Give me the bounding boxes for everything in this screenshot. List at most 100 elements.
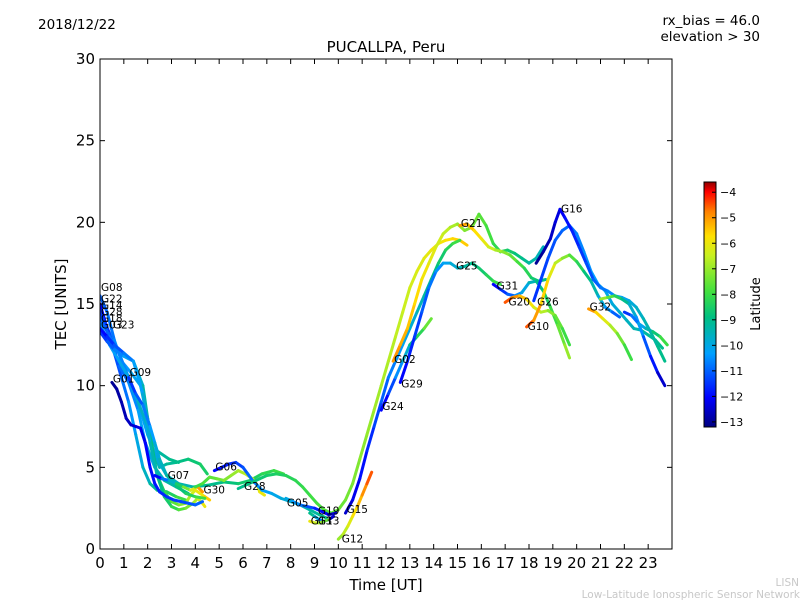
satellite-label: G13 bbox=[318, 516, 340, 528]
trace-segment bbox=[112, 348, 126, 358]
colorbar-tick-label: −6 bbox=[720, 237, 736, 250]
x-tick-label: 5 bbox=[214, 554, 224, 572]
x-tick-label: 22 bbox=[615, 554, 634, 572]
trace-segment bbox=[405, 302, 417, 330]
trace-g32 bbox=[587, 307, 633, 362]
trace-g13 bbox=[308, 518, 331, 525]
trace-g09 bbox=[127, 376, 207, 500]
x-tick-label: 2 bbox=[143, 554, 153, 572]
satellite-label: G24 bbox=[382, 401, 404, 413]
y-tick-label: 5 bbox=[85, 458, 95, 476]
colorbar-tick-label: −5 bbox=[720, 212, 736, 225]
trace-segment bbox=[174, 495, 188, 502]
trace-segment bbox=[520, 281, 531, 295]
satellite-traces bbox=[100, 207, 669, 541]
trace-segment bbox=[534, 245, 545, 260]
trace-g05 bbox=[284, 496, 338, 517]
trace-segment bbox=[618, 310, 629, 322]
trace-segment bbox=[112, 343, 126, 355]
x-axis: 0 1 2 3 4 5 6 7 8 9 10 11 12 13 14 15 16 17 18 19 20 21 22 23 bbox=[95, 59, 658, 572]
trace-segment bbox=[127, 376, 138, 396]
trace-segment bbox=[420, 286, 431, 314]
trace-g24 bbox=[379, 317, 433, 412]
trace-segment bbox=[539, 278, 550, 306]
trace-segment bbox=[658, 335, 669, 347]
trace-segment bbox=[641, 335, 653, 358]
y-axis: 0 5 10 15 20 25 30 bbox=[76, 50, 672, 558]
trace-segment bbox=[162, 495, 173, 509]
trace-segment bbox=[358, 449, 369, 481]
trace-segment bbox=[553, 207, 562, 224]
trace-segment bbox=[162, 478, 178, 489]
colorbar-tick-label: −13 bbox=[720, 416, 743, 429]
trace-segment bbox=[622, 343, 633, 362]
trace-segment bbox=[465, 222, 476, 232]
trace-segment bbox=[568, 253, 579, 264]
trace-segment bbox=[365, 408, 376, 437]
x-tick-label: 8 bbox=[286, 554, 296, 572]
trace-segment bbox=[260, 469, 276, 476]
trace-segment bbox=[570, 229, 581, 249]
trace-segment bbox=[148, 425, 157, 445]
trace-segment bbox=[553, 229, 564, 242]
x-axis-label: Time [UT] bbox=[348, 576, 422, 594]
trace-segment bbox=[143, 441, 152, 469]
satellite-label: G01 bbox=[113, 373, 134, 385]
colorbar-tick-label: −10 bbox=[720, 339, 743, 352]
trace-segment bbox=[596, 294, 607, 309]
trace-segment bbox=[548, 220, 557, 241]
trace-segment bbox=[186, 457, 202, 466]
trace-segment bbox=[360, 482, 369, 497]
satellite-label: G16 bbox=[561, 204, 583, 216]
trace-segment bbox=[131, 359, 145, 396]
trace-segment bbox=[546, 261, 557, 281]
trace-segment bbox=[196, 485, 204, 494]
trace-segment bbox=[401, 343, 412, 363]
trace-segment bbox=[100, 309, 112, 335]
x-tick-label: 18 bbox=[519, 554, 538, 572]
trace-segment bbox=[408, 310, 419, 330]
trace-segment bbox=[386, 335, 398, 363]
trace-segment bbox=[627, 299, 638, 309]
trace-segment bbox=[491, 279, 502, 286]
trace-segment bbox=[656, 371, 667, 388]
trace-segment bbox=[434, 261, 445, 273]
trace-segment bbox=[379, 392, 390, 412]
trace-segment bbox=[343, 482, 355, 502]
colorbar-tick-label: −9 bbox=[720, 314, 736, 327]
trace-segment bbox=[165, 460, 178, 466]
satellite-label: G23 bbox=[113, 320, 134, 332]
trace-segment bbox=[398, 359, 409, 384]
satellite-label: G02 bbox=[394, 354, 416, 366]
y-tick-label: 20 bbox=[76, 213, 95, 231]
satellite-label: G03 bbox=[101, 320, 123, 332]
trace-segment bbox=[484, 273, 495, 283]
trace-segment bbox=[532, 302, 543, 322]
elevation-label: elevation > 30 bbox=[660, 29, 760, 45]
trace-segment bbox=[563, 343, 572, 360]
trace-segment bbox=[610, 302, 622, 314]
trace-segment bbox=[413, 278, 424, 306]
satellite-label: G31 bbox=[497, 280, 518, 292]
trace-segment bbox=[119, 376, 131, 404]
trace-segment bbox=[610, 310, 622, 319]
trace-segment bbox=[372, 384, 383, 412]
trace-segment bbox=[153, 482, 162, 494]
x-tick-label: 21 bbox=[591, 554, 610, 572]
trace-segment bbox=[508, 253, 519, 264]
trace-segment bbox=[127, 380, 140, 412]
satellite-label: G19 bbox=[318, 506, 340, 518]
trace-segment bbox=[153, 441, 162, 461]
trace-segment bbox=[365, 470, 374, 486]
trace-segment bbox=[539, 256, 550, 281]
trace-segment bbox=[532, 278, 543, 303]
trace-g29 bbox=[398, 261, 502, 384]
trace-segment bbox=[386, 359, 398, 379]
trace-segment bbox=[372, 400, 383, 428]
trace-segment bbox=[420, 261, 431, 281]
trace-segment bbox=[322, 518, 331, 523]
trace-g07 bbox=[153, 474, 204, 494]
trace-segment bbox=[422, 248, 433, 260]
trace-segment bbox=[386, 376, 398, 396]
trace-segment bbox=[205, 480, 226, 487]
